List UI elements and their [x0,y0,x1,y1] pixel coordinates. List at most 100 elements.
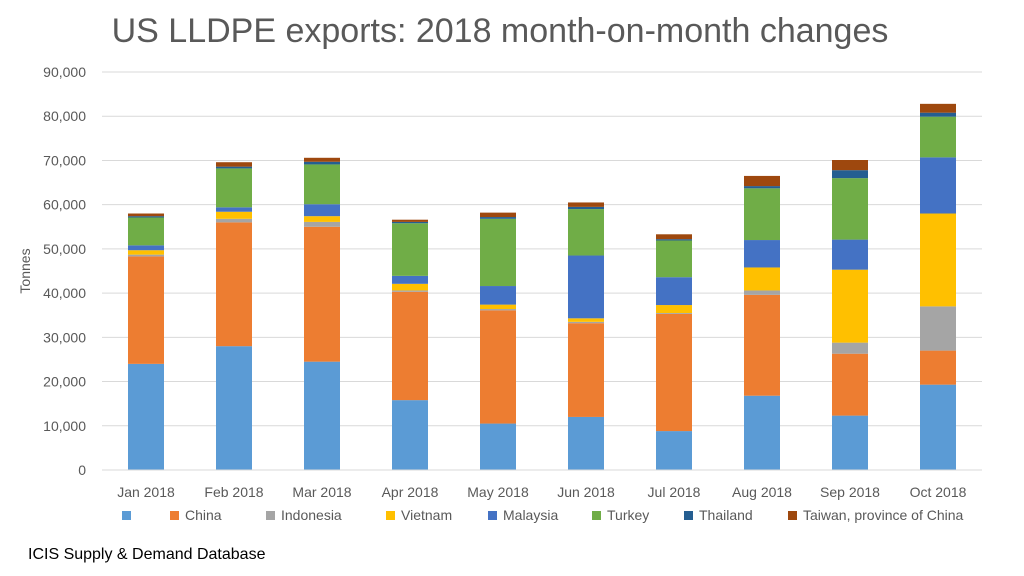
bar-segment-vietnam [128,250,164,255]
legend-swatch [122,511,131,520]
bar-segment-indonesia [920,306,956,351]
bar-segment-unnamed-series [744,395,780,470]
legend-swatch [592,511,601,520]
bar-segment-unnamed-series [304,361,340,470]
bar-segment-indonesia [392,290,428,292]
bar-segment-thailand [304,161,340,165]
legend-label: Vietnam [401,507,452,523]
bar-segment-taiwan-province-of-china [216,162,252,167]
bar-segment-turkey [656,240,692,278]
x-tick-label: Jun 2018 [557,484,615,500]
bar-segment-vietnam [568,318,604,322]
bar-segment-indonesia [744,290,780,295]
bar-segment-unnamed-series [656,431,692,470]
axes: 0 10,000 20,000 30,000 40,000 50,000 60,000 70,… [17,64,982,500]
legend-label: Thailand [699,507,753,523]
bar-segment-turkey [832,178,868,240]
y-tick-label: 30,000 [43,329,86,345]
bar-segment-malaysia [744,240,780,268]
legend-label: Indonesia [281,507,342,523]
bar-segment-china [392,291,428,401]
bar-segment-indonesia [128,254,164,257]
bar-segment-turkey [920,116,956,158]
y-tick-label: 20,000 [43,374,86,390]
bar-segment-taiwan-province-of-china [128,213,164,217]
legend-item: Thailand [684,507,753,523]
bar-segment-vietnam [304,216,340,222]
bar-segment-malaysia [128,245,164,251]
source-note: ICIS Supply & Demand Database [28,546,266,563]
bar-segment-thailand [216,166,252,169]
legend-label: Malaysia [503,507,558,523]
bar-segment-unnamed-series [568,416,604,470]
bar-segment-malaysia [216,207,252,212]
bar-segment-malaysia [392,275,428,284]
y-tick-label: 40,000 [43,285,86,301]
x-tick-label: Jan 2018 [117,484,175,500]
legend-item [122,511,131,520]
bar-segment-china [744,294,780,396]
legend-item: Malaysia [488,507,558,523]
bar-segment-indonesia [656,313,692,314]
bar-segment-turkey [128,217,164,246]
bar-segment-vietnam [392,283,428,291]
y-tick-label: 60,000 [43,197,86,213]
bar-segment-thailand [568,206,604,210]
bar-segment-china [656,313,692,432]
legend-item: Vietnam [386,507,452,523]
bar-segment-taiwan-province-of-china [392,219,428,222]
bar-segment-thailand [656,239,692,241]
bar-segment-vietnam [920,213,956,307]
legend-item: Turkey [592,507,649,523]
legend-swatch [170,511,179,520]
bar-segment-china [568,323,604,417]
bar-segment-taiwan-province-of-china [744,175,780,187]
bar-segment-unnamed-series [128,363,164,470]
bar-segment-turkey [304,164,340,205]
x-tick-label: Jul 2018 [648,484,701,500]
bar-segment-china [128,256,164,364]
bar-segment-vietnam [744,267,780,291]
legend-swatch [266,511,275,520]
bar-segment-indonesia [832,342,868,354]
bar-segment-china [920,350,956,385]
legend-item: Taiwan, province of China [788,507,964,523]
legend-item: Indonesia [266,507,342,523]
x-tick-label: Feb 2018 [204,484,263,500]
bar-segment-vietnam [216,211,252,219]
bar-segment-turkey [480,218,516,287]
x-tick-label: Oct 2018 [910,484,967,500]
bar-segment-china [216,222,252,347]
bar-segment-indonesia [568,321,604,324]
bar-segment-malaysia [304,204,340,217]
y-tick-label: 10,000 [43,418,86,434]
y-tick-label: 90,000 [43,64,86,80]
y-tick-label: 70,000 [43,152,86,168]
bar-segment-taiwan-province-of-china [832,160,868,171]
legend: China Indonesia Vietnam Malaysia Turkey Thail… [122,507,964,523]
x-tick-label: May 2018 [467,484,529,500]
bar-segment-china [480,310,516,424]
legend-swatch [788,511,797,520]
bar-segment-unnamed-series [920,384,956,470]
chart-plot: 0 10,000 20,000 30,000 40,000 50,000 60,000 70,… [17,64,982,523]
x-tick-label: Mar 2018 [292,484,351,500]
y-axis-label: Tonnes [17,248,33,293]
bar-segment-turkey [392,223,428,276]
bar-segment-unnamed-series [480,423,516,470]
legend-swatch [488,511,497,520]
bar-segment-turkey [216,168,252,208]
bar-segment-malaysia [656,277,692,306]
bar-segment-thailand [744,186,780,189]
bar-segment-taiwan-province-of-china [920,103,956,113]
bar-segment-indonesia [480,309,516,311]
legend-label: China [185,507,222,523]
bar-segment-thailand [832,170,868,179]
bar-segment-thailand [128,216,164,218]
bars [128,103,956,470]
x-tick-label: Sep 2018 [820,484,880,500]
bar-segment-taiwan-province-of-china [568,202,604,207]
bar-segment-malaysia [832,239,868,270]
legend-label: Taiwan, province of China [803,507,964,523]
